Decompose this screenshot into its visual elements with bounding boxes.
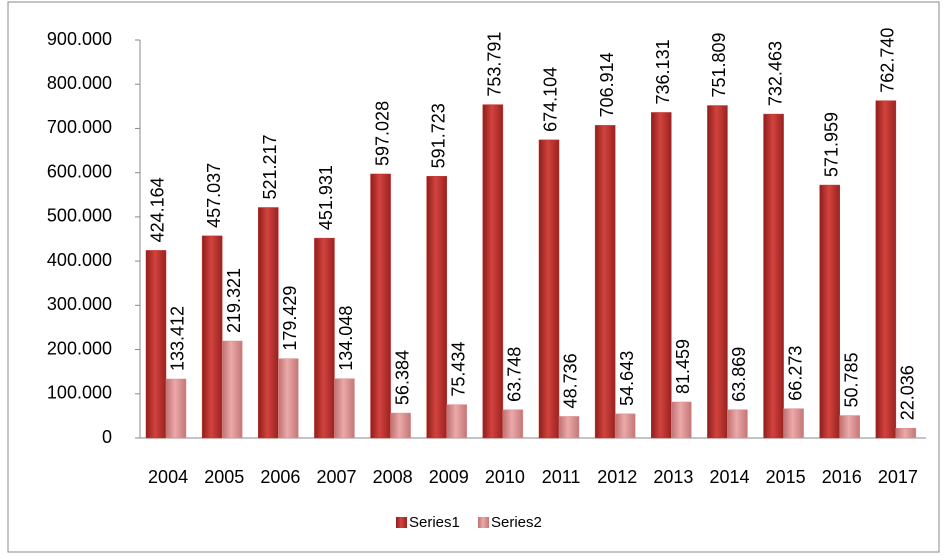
y-tick-label: 300.000: [47, 294, 112, 314]
value-label: 134.048: [336, 306, 356, 371]
x-tick-label: 2008: [373, 467, 413, 487]
x-tick-label: 2007: [316, 467, 356, 487]
x-tick-label: 2011: [542, 467, 581, 487]
value-label: 63.869: [729, 347, 749, 402]
y-tick-label: 600.000: [47, 161, 112, 181]
bar: [558, 416, 580, 439]
y-tick-label: 500.000: [47, 206, 112, 226]
value-label: 597.028: [372, 101, 392, 166]
bar: [314, 237, 335, 439]
y-tick-label: 900.000: [47, 29, 112, 49]
bar: [502, 409, 524, 439]
x-tick-label: 2009: [429, 467, 469, 487]
legend-label: Series2: [491, 514, 542, 531]
bar: [446, 404, 467, 439]
bar: [538, 139, 560, 439]
legend-label: Series1: [409, 514, 460, 531]
x-tick-label: 2012: [597, 467, 637, 487]
value-label: 179.429: [280, 286, 300, 351]
bar: [145, 250, 167, 439]
bar: [334, 378, 355, 439]
value-label: 63.748: [505, 347, 525, 402]
value-label: 736.131: [653, 39, 673, 104]
x-tick-label: 2010: [485, 467, 525, 487]
bar: [201, 235, 223, 439]
bar: [221, 340, 243, 439]
value-label: 75.434: [448, 342, 468, 397]
value-label: 753.791: [485, 32, 505, 97]
value-label: 706.914: [597, 52, 617, 117]
bar: [707, 105, 728, 439]
x-tick-label: 2014: [709, 467, 749, 487]
bar: [651, 112, 672, 439]
bar: [165, 378, 187, 439]
value-label: 732.463: [765, 41, 785, 106]
bar: [671, 401, 692, 439]
bar: [426, 176, 447, 439]
x-tick-label: 2005: [204, 467, 244, 487]
value-label: 457.037: [204, 163, 224, 228]
bar: [875, 100, 897, 439]
y-tick-label: 0: [102, 427, 112, 447]
bar: [819, 184, 840, 439]
value-label: 48.736: [561, 353, 581, 408]
value-label: 751.809: [709, 32, 729, 97]
bar: [258, 207, 279, 439]
bar: [482, 104, 504, 439]
x-tick-label: 2016: [822, 467, 862, 487]
y-tick-label: 100.000: [47, 383, 112, 403]
value-label: 521.217: [260, 134, 280, 199]
x-tick-label: 2013: [653, 467, 693, 487]
bar: [390, 412, 411, 439]
bar: [783, 408, 804, 439]
value-label: 674.104: [541, 67, 561, 132]
bar: [594, 125, 616, 439]
value-label: 133.412: [168, 306, 188, 371]
bar: [727, 409, 748, 439]
bar: [895, 428, 917, 439]
x-tick-label: 2006: [260, 467, 300, 487]
y-tick-label: 400.000: [47, 250, 112, 270]
bar: [370, 173, 391, 439]
bar: [763, 113, 784, 439]
value-label: 81.459: [673, 339, 693, 394]
bar: [614, 413, 636, 439]
x-tick-label: 2015: [766, 467, 806, 487]
bar: [839, 415, 860, 439]
x-tick-label: 2017: [878, 467, 918, 487]
value-label: 56.384: [392, 350, 412, 405]
value-label: 571.959: [821, 112, 841, 177]
value-label: 762.740: [878, 28, 898, 93]
x-tick-label: 2004: [148, 467, 188, 487]
value-label: 66.273: [785, 346, 805, 401]
y-tick-label: 700.000: [47, 117, 112, 137]
value-label: 54.643: [617, 351, 637, 406]
value-label: 219.321: [224, 268, 244, 333]
y-tick-label: 200.000: [47, 338, 112, 358]
bar: [278, 358, 299, 439]
value-label: 591.723: [428, 103, 448, 168]
value-label: 451.931: [316, 165, 336, 230]
legend-swatch: [396, 517, 407, 528]
legend-swatch: [478, 517, 489, 528]
value-label: 50.785: [841, 352, 861, 407]
value-label: 22.036: [898, 365, 918, 420]
y-tick-label: 800.000: [47, 73, 112, 93]
value-label: 424.164: [148, 177, 168, 242]
